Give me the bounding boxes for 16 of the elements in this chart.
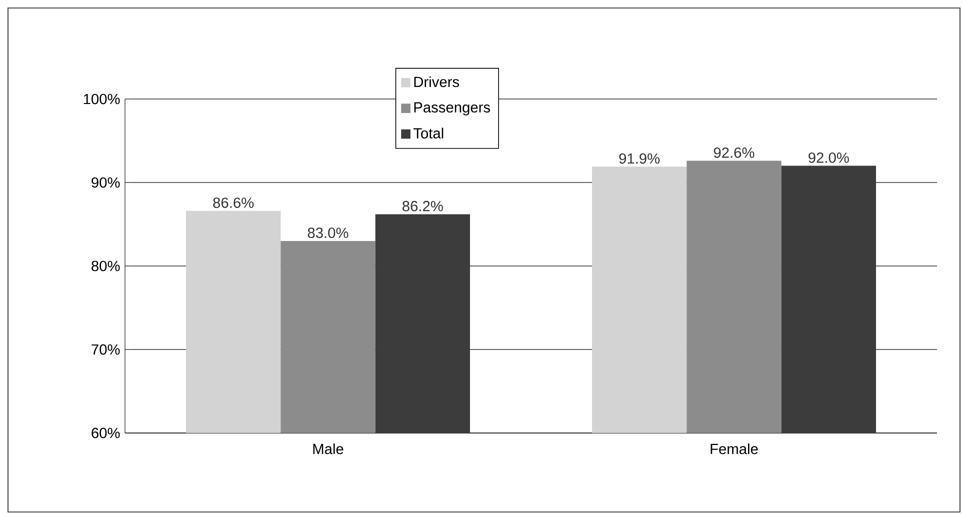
legend-label: Total — [413, 128, 444, 138]
data-label: 91.9% — [619, 153, 660, 164]
legend-label: Passengers — [414, 102, 490, 116]
data-label: 86.2% — [402, 200, 443, 212]
data-label: 83.0% — [308, 228, 348, 238]
data-label: 86.6% — [213, 198, 254, 208]
x-tick-label: Female — [710, 443, 758, 454]
data-label: 92.0% — [808, 152, 849, 163]
y-tick-label: 100% — [84, 94, 120, 104]
y-tick-label: 70% — [92, 344, 120, 355]
y-tick-label: 90% — [92, 177, 120, 188]
y-tick-label: 80% — [92, 260, 120, 272]
legend-label: Drivers — [414, 76, 460, 88]
x-tick-label: Male — [313, 443, 344, 454]
y-tick-label: 60% — [92, 428, 120, 438]
data-label: 92.6% — [714, 147, 754, 158]
